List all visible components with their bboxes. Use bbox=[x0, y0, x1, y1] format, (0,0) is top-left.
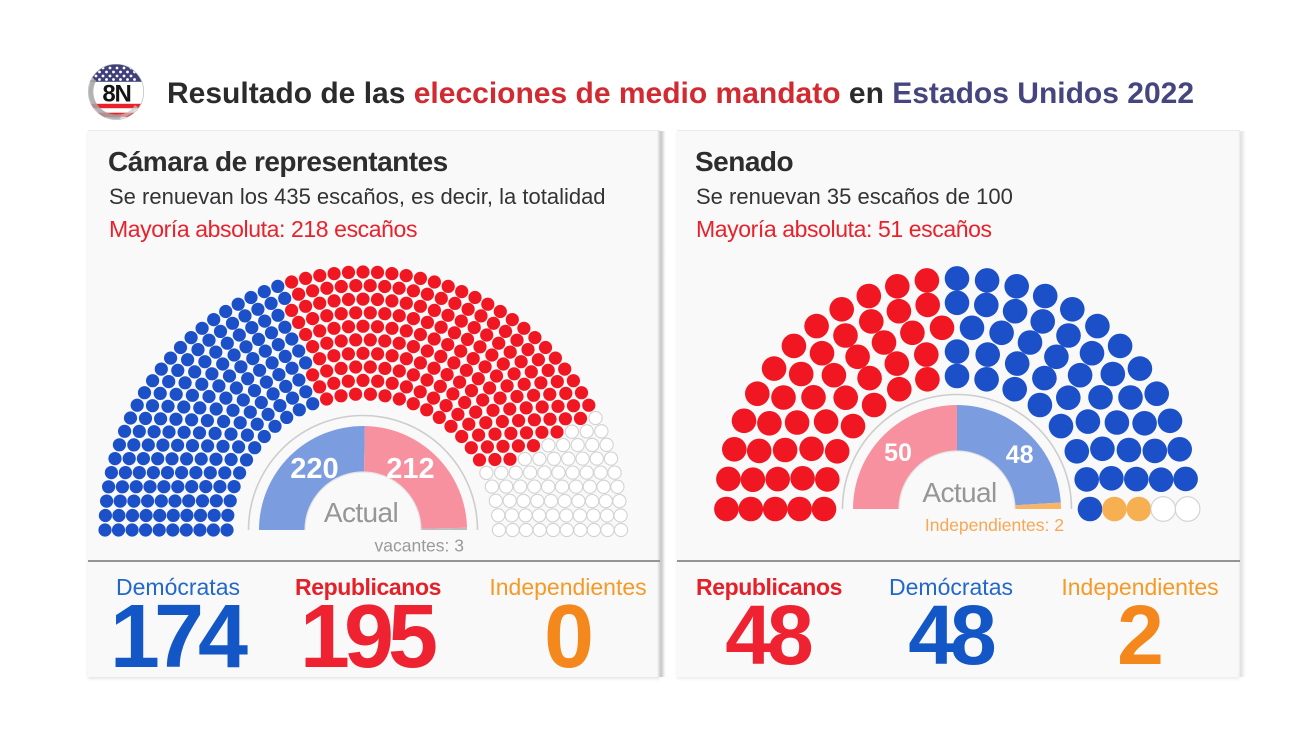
svg-text:212: 212 bbox=[386, 453, 434, 485]
svg-text:Actual: Actual bbox=[324, 497, 398, 528]
svg-text:vacantes: 3: vacantes: 3 bbox=[375, 536, 465, 556]
svg-text:50: 50 bbox=[884, 439, 912, 467]
svg-text:8N: 8N bbox=[102, 81, 130, 108]
svg-text:Independientes: 2: Independientes: 2 bbox=[925, 515, 1064, 535]
svg-text:220: 220 bbox=[290, 453, 338, 485]
svg-text:48: 48 bbox=[1006, 441, 1034, 469]
svg-text:Actual: Actual bbox=[922, 477, 996, 508]
